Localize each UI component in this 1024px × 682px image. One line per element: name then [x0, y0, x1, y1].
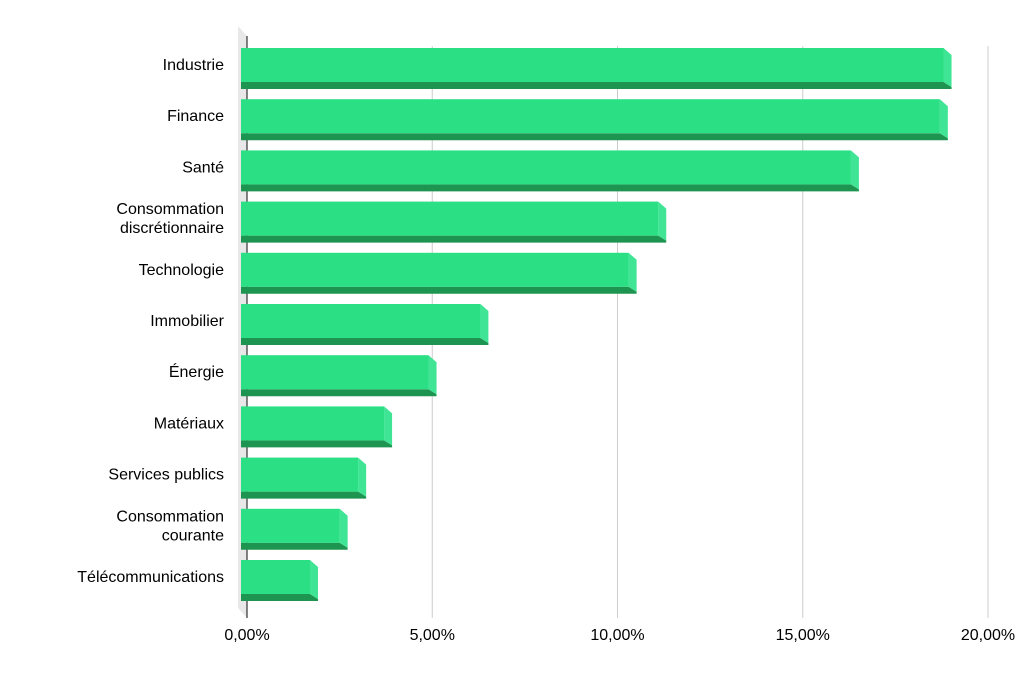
bar-bottom-face [241, 491, 367, 499]
bar-front-face [241, 560, 310, 594]
x-tick-label: 15,00% [776, 627, 830, 644]
category-label: Services publics [108, 467, 224, 484]
bar [241, 560, 318, 601]
bar-front-face [241, 48, 944, 82]
category-label: Finance [167, 108, 224, 125]
bar [241, 252, 637, 294]
bar-bottom-face [241, 184, 859, 192]
bar-bottom-face [241, 338, 489, 345]
bar-bottom-face [241, 594, 318, 601]
x-tick-label: 10,00% [590, 627, 644, 644]
bar [241, 150, 859, 192]
bar [241, 355, 437, 397]
bar-bottom-face [241, 286, 637, 294]
bar [241, 304, 489, 345]
bar-bottom-face [241, 440, 393, 448]
bar-side-face [850, 150, 859, 190]
x-tick-label: 5,00% [410, 627, 455, 644]
bar-side-face [480, 304, 489, 343]
bar-front-face [241, 457, 359, 492]
bar-bottom-face [241, 133, 948, 141]
bar [241, 508, 348, 550]
bar-bottom-face [241, 542, 348, 550]
category-label: Consommation courante [116, 508, 224, 544]
x-tick-label: 20,00% [961, 627, 1015, 644]
category-label: Industrie [163, 57, 224, 74]
bar [241, 48, 952, 89]
bar-side-face [939, 99, 948, 139]
category-label: Matériaux [154, 415, 224, 432]
bar-front-face [241, 406, 385, 441]
bar-front-face [241, 201, 659, 236]
bar [241, 406, 393, 448]
bar-bottom-face [241, 82, 952, 89]
bar-front-face [241, 304, 481, 338]
bar-front-face [241, 508, 340, 543]
bar-side-face [428, 355, 437, 395]
bar-front-face [241, 252, 629, 287]
bar-front-face [241, 150, 851, 185]
bar-side-face [309, 560, 318, 599]
category-label: Immobilier [150, 313, 224, 330]
bar [241, 99, 948, 141]
bar-side-face [358, 457, 367, 497]
category-label: Santé [182, 159, 224, 176]
category-label: Technologie [139, 262, 225, 279]
bar-side-face [384, 406, 393, 446]
category-label: Télécommunications [77, 569, 224, 586]
bar-side-face [658, 201, 667, 241]
bar-side-face [339, 508, 348, 548]
bar-front-face [241, 355, 429, 390]
bar-bottom-face [241, 389, 437, 397]
bar [241, 201, 667, 243]
category-label: Énergie [169, 362, 224, 381]
x-tick-label: 0,00% [224, 627, 269, 644]
bar [241, 457, 367, 499]
category-label: Consommation discrétionnaire [116, 201, 224, 237]
bar-side-face [943, 48, 952, 87]
bar-bottom-face [241, 235, 667, 243]
bar-side-face [628, 252, 637, 292]
bar-front-face [241, 99, 940, 134]
